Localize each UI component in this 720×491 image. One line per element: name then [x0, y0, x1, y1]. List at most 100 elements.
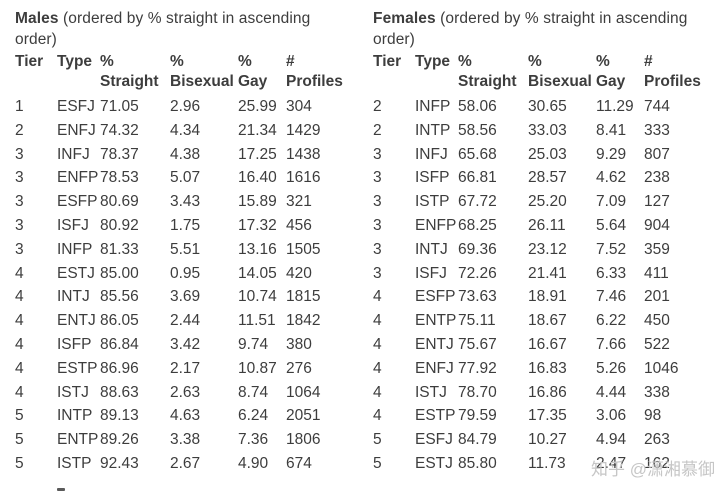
females-cell-profiles: 904 — [644, 216, 670, 234]
females-cell-straight: 72.26 — [458, 264, 497, 282]
males-cell-profiles: 1616 — [286, 169, 321, 187]
males-cell-straight: 86.84 — [100, 335, 139, 353]
females-cell-bisexual: 33.03 — [528, 121, 567, 139]
males-cell-straight: 78.37 — [100, 145, 139, 163]
females-cell-bisexual: 21.41 — [528, 264, 567, 282]
females-cell-tier: 3 — [373, 193, 382, 211]
females-cell-gay: 9.29 — [596, 145, 627, 163]
males-cell-type: INFJ — [57, 145, 90, 163]
males-cell-type: ESTP — [57, 359, 98, 377]
females-cell-gay: 7.09 — [596, 193, 627, 211]
females-cell-tier: 4 — [373, 383, 382, 401]
males-title-label: Males — [15, 10, 59, 27]
males-cell-tier: 3 — [15, 216, 24, 234]
females-cell-type: ISTJ — [415, 383, 447, 401]
males-cell-bisexual: 3.42 — [170, 335, 201, 353]
males-cell-bisexual: 2.63 — [170, 383, 201, 401]
males-cell-straight: 89.26 — [100, 431, 139, 449]
males-cell-gay: 8.74 — [238, 383, 269, 401]
females-cell-gay: 11.29 — [596, 98, 634, 115]
males-cell-bisexual: 5.51 — [170, 240, 201, 258]
males-cell-profiles: 1842 — [286, 312, 321, 330]
males-cell-bisexual: 2.96 — [170, 98, 201, 115]
females-cell-straight: 69.36 — [458, 240, 497, 258]
females-header-gay: % Gay — [596, 53, 626, 90]
males-cell-gay: 13.16 — [238, 240, 277, 258]
males-table: Males (ordered by % straight in ascendin… — [15, 8, 360, 476]
females-cell-type: ENFP — [415, 216, 457, 234]
females-cell-bisexual: 30.65 — [528, 98, 567, 115]
females-cell-tier: 5 — [373, 431, 382, 449]
males-cell-tier: 4 — [15, 335, 24, 353]
females-cell-straight: 58.06 — [458, 98, 497, 115]
females-cell-type: INFJ — [415, 145, 448, 163]
males-cell-tier: 3 — [15, 193, 24, 211]
males-cell-profiles: 1815 — [286, 288, 321, 306]
males-cell-tier: 5 — [15, 407, 24, 425]
males-cell-gay: 16.40 — [238, 169, 277, 187]
females-cell-type: ESTJ — [415, 454, 453, 472]
males-cell-type: ENFP — [57, 169, 99, 187]
page: Males (ordered by % straight in ascendin… — [15, 8, 701, 476]
males-cell-tier: 5 — [15, 431, 24, 449]
females-cell-straight: 85.80 — [458, 454, 497, 472]
females-cell-tier: 4 — [373, 288, 382, 306]
females-cell-type: ENTJ — [415, 335, 454, 353]
females-cell-bisexual: 16.86 — [528, 383, 567, 401]
males-cell-type: ISFJ — [57, 216, 89, 234]
males-cell-type: INTP — [57, 407, 93, 425]
females-cell-bisexual: 23.12 — [528, 240, 567, 258]
females-cell-straight: 58.56 — [458, 121, 497, 139]
females-cell-tier: 3 — [373, 145, 382, 163]
females-cell-gay: 7.46 — [596, 288, 627, 306]
males-cell-straight: 74.32 — [100, 121, 139, 139]
males-cell-type: ENFJ — [57, 121, 96, 139]
females-header-tier: Tier — [373, 53, 402, 70]
males-cell-tier: 5 — [15, 454, 24, 472]
females-cell-tier: 3 — [373, 240, 382, 258]
males-cell-profiles: 420 — [286, 264, 312, 282]
males-cell-straight: 85.56 — [100, 288, 139, 306]
females-cell-profiles: 98 — [644, 407, 662, 425]
females-header-profiles: # Profiles — [644, 53, 701, 90]
males-cell-bisexual: 4.34 — [170, 121, 201, 139]
females-cell-straight: 77.92 — [458, 359, 497, 377]
females-cell-bisexual: 17.35 — [528, 407, 567, 425]
males-cell-gay: 10.87 — [238, 359, 277, 377]
males-cell-profiles: 1429 — [286, 121, 321, 139]
females-cell-profiles: 411 — [644, 264, 669, 282]
females-cell-straight: 84.79 — [458, 431, 497, 449]
males-cell-profiles: 1064 — [286, 383, 321, 401]
females-cell-profiles: 333 — [644, 121, 670, 139]
males-cell-bisexual: 5.07 — [170, 169, 201, 187]
males-cell-type: ENTP — [57, 431, 99, 449]
females-cell-tier: 2 — [373, 98, 382, 115]
males-cell-tier: 3 — [15, 145, 24, 163]
females-cell-bisexual: 16.67 — [528, 335, 567, 353]
males-cell-tier: 3 — [15, 240, 24, 258]
females-cell-profiles: 450 — [644, 312, 670, 330]
males-header-straight: % Straight — [100, 53, 159, 90]
males-cell-straight: 89.13 — [100, 407, 139, 425]
females-cell-type: ENFJ — [415, 359, 454, 377]
females-cell-straight: 68.25 — [458, 216, 497, 234]
males-table-title: Males (ordered by % straight in ascendin… — [15, 8, 345, 50]
females-header-straight: % Straight — [458, 53, 517, 90]
males-cell-gay: 17.32 — [238, 216, 277, 234]
males-cell-profiles: 304 — [286, 98, 312, 115]
males-header-gay: % Gay — [238, 53, 268, 90]
females-cell-profiles: 359 — [644, 240, 670, 258]
cutoff-text-artifact — [57, 488, 65, 491]
females-cell-type: INFP — [415, 98, 451, 115]
females-cell-profiles: 1046 — [644, 359, 679, 377]
females-cell-type: ISTP — [415, 193, 450, 211]
females-cell-straight: 67.72 — [458, 193, 497, 211]
males-cell-bisexual: 1.75 — [170, 216, 201, 234]
males-cell-gay: 21.34 — [238, 121, 277, 139]
females-cell-bisexual: 28.57 — [528, 169, 567, 187]
females-cell-gay: 8.41 — [596, 121, 627, 139]
males-cell-straight: 80.69 — [100, 193, 139, 211]
males-cell-type: ESFP — [57, 193, 98, 211]
males-cell-profiles: 456 — [286, 216, 312, 234]
males-cell-type: INFP — [57, 240, 93, 258]
